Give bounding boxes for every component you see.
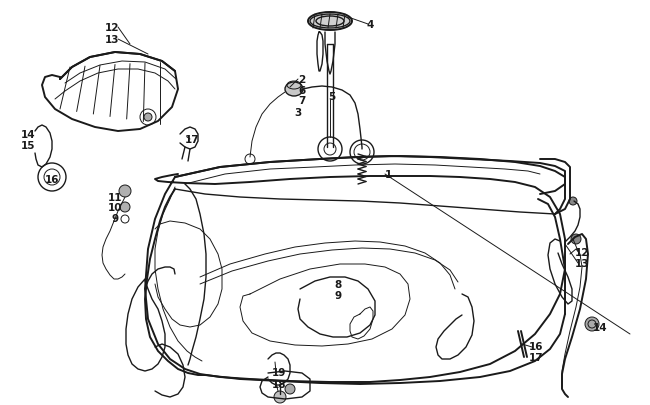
Circle shape	[119, 185, 131, 198]
Text: 15: 15	[21, 141, 35, 151]
Text: 7: 7	[298, 96, 306, 106]
Text: 12: 12	[105, 23, 119, 33]
Text: 11: 11	[108, 192, 122, 202]
Text: 4: 4	[367, 20, 374, 30]
Text: 18: 18	[272, 379, 286, 389]
Circle shape	[285, 384, 295, 394]
Circle shape	[569, 198, 577, 205]
Circle shape	[144, 114, 152, 121]
Circle shape	[120, 202, 130, 213]
Text: 12: 12	[575, 247, 590, 257]
Text: 1: 1	[384, 170, 391, 179]
Text: 19: 19	[272, 367, 286, 377]
Text: 10: 10	[108, 202, 122, 213]
Text: 9: 9	[335, 290, 341, 300]
Text: 2: 2	[298, 75, 306, 85]
Circle shape	[571, 234, 581, 244]
Text: 16: 16	[528, 341, 543, 351]
Text: 6: 6	[298, 86, 306, 96]
Text: 16: 16	[45, 175, 59, 185]
Text: 17: 17	[185, 135, 200, 145]
Circle shape	[274, 391, 286, 403]
Text: 14: 14	[593, 322, 607, 332]
Text: 17: 17	[528, 352, 543, 362]
Text: 14: 14	[21, 130, 35, 140]
Text: 13: 13	[575, 258, 590, 269]
Text: 13: 13	[105, 35, 119, 45]
Ellipse shape	[285, 83, 303, 97]
Text: 8: 8	[334, 279, 342, 289]
Text: 5: 5	[328, 92, 335, 102]
Circle shape	[585, 317, 599, 331]
Text: 9: 9	[111, 213, 118, 224]
Ellipse shape	[310, 15, 350, 29]
Text: 3: 3	[294, 108, 302, 118]
